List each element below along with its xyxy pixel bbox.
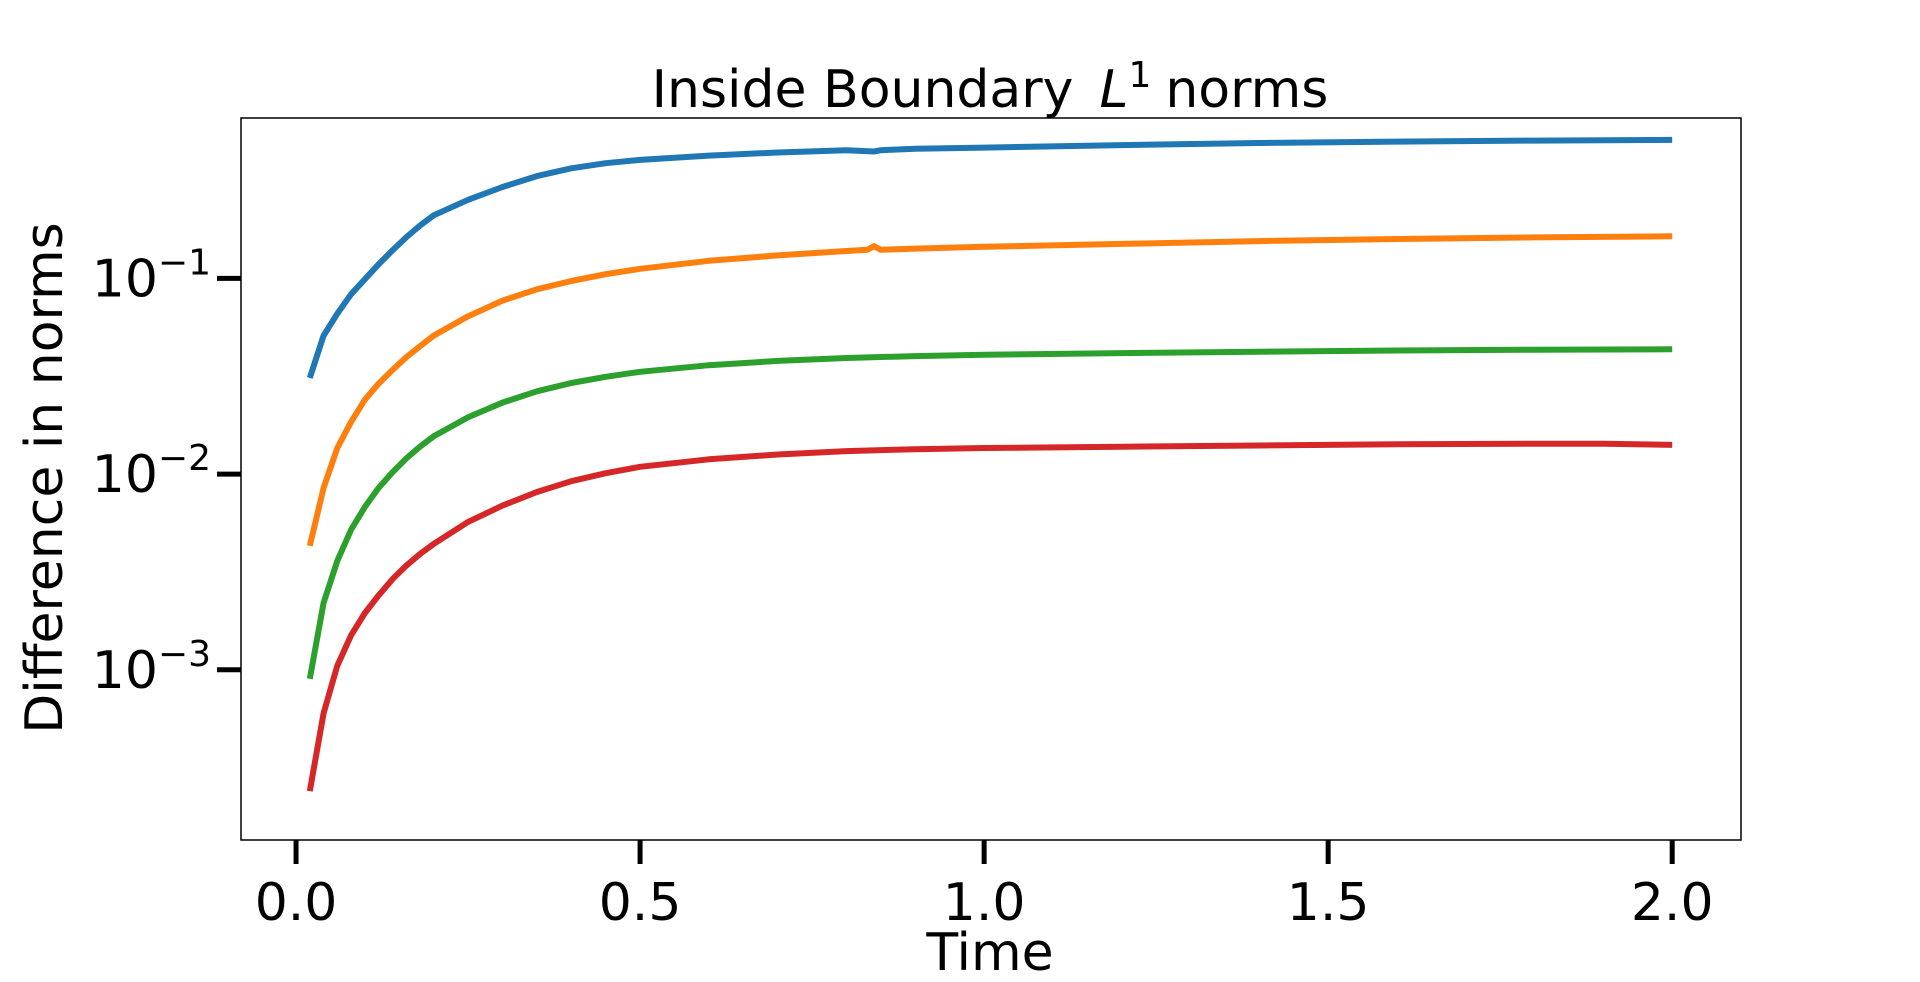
y-axis-label: Difference in norms xyxy=(15,222,75,734)
x-tick-label-1: 0.0 xyxy=(255,873,338,933)
chart-title-math-sup: 1 xyxy=(1128,55,1151,96)
x-axis-label: Time xyxy=(925,923,1053,982)
x-axis-ticks: 0.0 0.5 1.0 1.5 2.0 xyxy=(255,840,1714,933)
y-tick-label-2: 10−2 xyxy=(92,438,211,505)
plot-area-frame xyxy=(240,117,1742,841)
x-tick-label-2: 0.5 xyxy=(599,873,682,933)
x-tick-label-5: 2.0 xyxy=(1631,873,1714,933)
y-tick-label-3: 10−3 xyxy=(92,634,211,701)
chart-title: Inside Boundary L1 norms xyxy=(652,55,1329,120)
series-line-3 xyxy=(306,346,1673,680)
series-line-2 xyxy=(306,233,1673,547)
series-layer xyxy=(306,136,1673,792)
series-line-4 xyxy=(306,440,1673,792)
y-axis-ticks: 10−1 10−2 10−3 xyxy=(92,242,241,701)
x-tick-label-4: 1.5 xyxy=(1287,873,1370,933)
chart-title-math-base: L xyxy=(1099,60,1128,120)
x-tick-label-3: 1.0 xyxy=(943,873,1026,933)
y-tick-label-1: 10−1 xyxy=(92,242,211,309)
chart-title-suffix: norms xyxy=(1165,60,1328,120)
series-line-1 xyxy=(306,136,1673,379)
chart-title-main: Inside Boundary xyxy=(652,60,1074,120)
